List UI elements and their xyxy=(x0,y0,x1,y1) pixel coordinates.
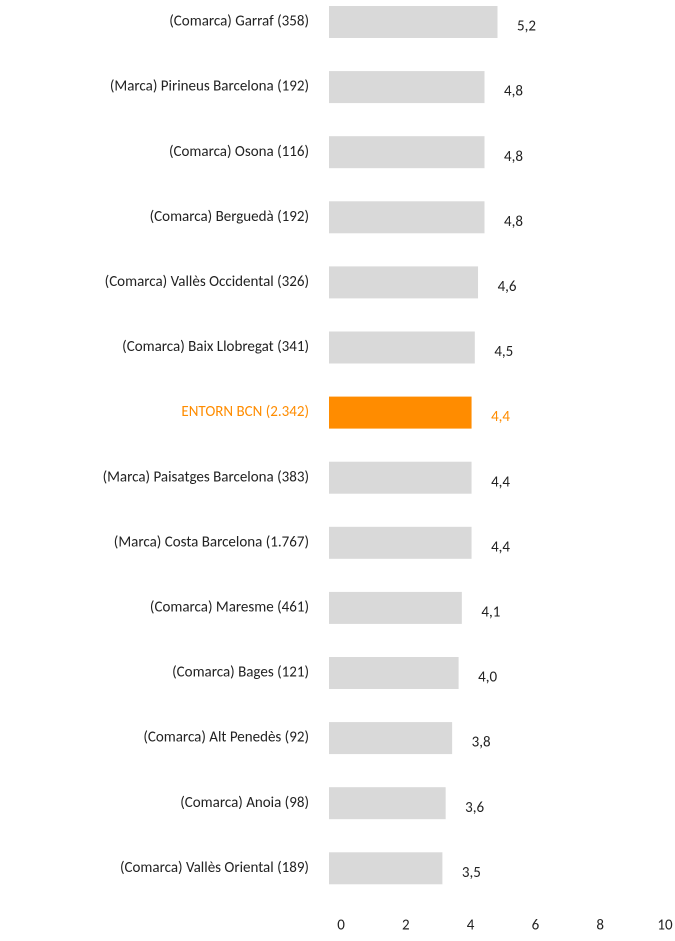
value-label: 3,6 xyxy=(465,799,484,817)
bar xyxy=(329,787,446,820)
bar xyxy=(329,331,475,364)
y-tick-label: (Comarca) Berguedà (192) xyxy=(150,208,309,226)
bar xyxy=(329,461,472,494)
y-tick-label: (Comarca) Anoia (98) xyxy=(180,794,309,812)
bar xyxy=(329,136,485,169)
bar xyxy=(329,526,472,559)
x-tick-label: 4 xyxy=(467,917,475,935)
y-tick-label: (Comarca) Baix Llobregat (341) xyxy=(122,338,309,356)
x-tick-label: 0 xyxy=(337,917,345,935)
x-tick-label: 8 xyxy=(596,917,604,935)
y-tick-label: (Marca) Paisatges Barcelona (383) xyxy=(103,468,309,486)
x-tick-label: 10 xyxy=(657,917,673,935)
y-tick-label: (Comarca) Garraf (358) xyxy=(169,13,309,31)
y-tick-label: (Comarca) Maresme (461) xyxy=(150,598,309,616)
y-tick-label: (Marca) Costa Barcelona (1.767) xyxy=(114,533,309,551)
y-tick-label: (Comarca) Vallès Occidental (326) xyxy=(105,273,309,291)
bar xyxy=(329,722,453,755)
value-label: 3,8 xyxy=(472,734,491,752)
y-tick-label: (Comarca) Alt Penedès (92) xyxy=(143,729,309,747)
value-label: 5,2 xyxy=(517,18,536,36)
bar xyxy=(329,591,462,624)
bar xyxy=(329,657,459,689)
value-label: 4,4 xyxy=(491,473,510,491)
value-label: 3,5 xyxy=(462,864,481,882)
bar xyxy=(329,71,485,104)
value-label: 4,8 xyxy=(504,148,523,166)
value-label: 4,0 xyxy=(478,669,497,687)
value-label: 4,8 xyxy=(504,213,523,231)
value-label: 4,4 xyxy=(491,538,510,556)
bar xyxy=(329,266,479,299)
y-tick-label: (Comarca) Vallès Oriental (189) xyxy=(120,859,309,877)
bar xyxy=(329,852,443,885)
y-tick-label: (Comarca) Osona (116) xyxy=(169,143,309,161)
bar xyxy=(329,396,472,429)
bar xyxy=(329,201,485,234)
y-tick-label: (Comarca) Bages (121) xyxy=(172,664,309,682)
value-label: 4,4 xyxy=(491,408,510,426)
value-label: 4,1 xyxy=(481,603,500,621)
y-tick-label: ENTORN BCN (2.342) xyxy=(181,403,309,421)
x-tick-label: 2 xyxy=(402,917,410,935)
x-tick-label: 6 xyxy=(532,917,540,935)
value-label: 4,5 xyxy=(494,343,513,361)
value-label: 4,6 xyxy=(498,278,517,296)
value-label: 4,8 xyxy=(504,83,523,101)
y-tick-label: (Marca) Pirineus Barcelona (192) xyxy=(110,78,309,96)
bar xyxy=(329,6,498,38)
